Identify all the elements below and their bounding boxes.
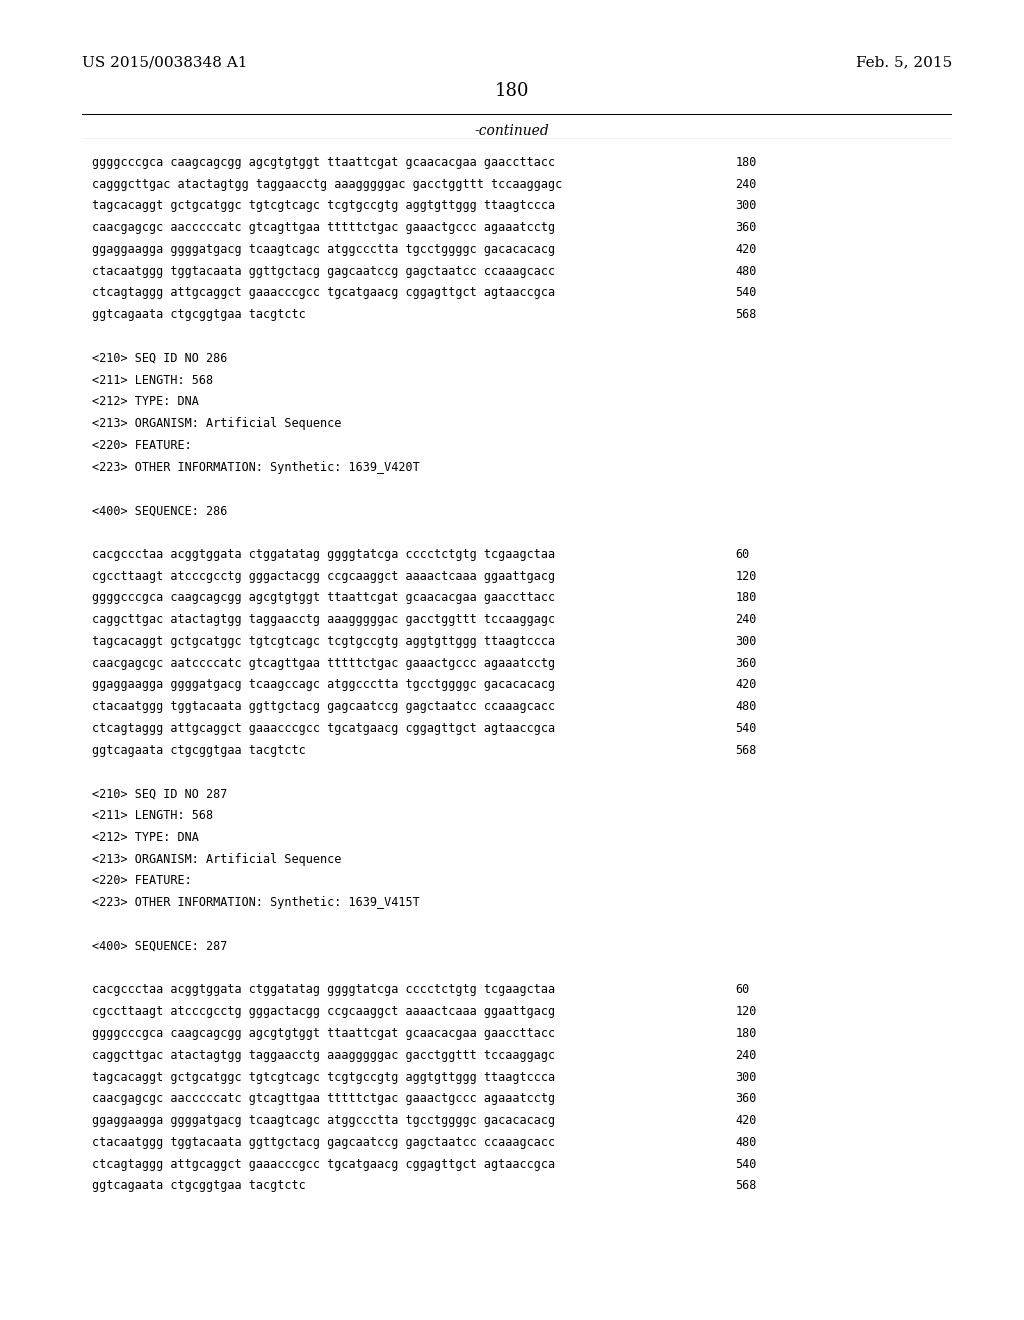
Text: ggggcccgca caagcagcgg agcgtgtggt ttaattcgat gcaacacgaa gaaccttacc: ggggcccgca caagcagcgg agcgtgtggt ttaattc… [92,1027,555,1040]
Text: caacgagcgc aacccccatc gtcagttgaa tttttctgac gaaactgccc agaaatcctg: caacgagcgc aacccccatc gtcagttgaa tttttct… [92,1092,555,1105]
Text: 360: 360 [735,220,757,234]
Text: US 2015/0038348 A1: US 2015/0038348 A1 [82,55,248,70]
Text: <223> OTHER INFORMATION: Synthetic: 1639_V420T: <223> OTHER INFORMATION: Synthetic: 1639… [92,461,420,474]
Text: <220> FEATURE:: <220> FEATURE: [92,438,191,451]
Text: 568: 568 [735,743,757,756]
Text: ctcagtaggg attgcaggct gaaacccgcc tgcatgaacg cggagttgct agtaaccgca: ctcagtaggg attgcaggct gaaacccgcc tgcatga… [92,722,555,735]
Text: ggaggaagga ggggatgacg tcaagccagc atggccctta tgcctggggc gacacacacg: ggaggaagga ggggatgacg tcaagccagc atggccc… [92,678,555,692]
Text: 360: 360 [735,1092,757,1105]
Text: ggaggaagga ggggatgacg tcaagtcagc atggccctta tgcctggggc gacacacacg: ggaggaagga ggggatgacg tcaagtcagc atggccc… [92,1114,555,1127]
Text: <211> LENGTH: 568: <211> LENGTH: 568 [92,809,213,822]
Text: 120: 120 [735,569,757,582]
Text: 300: 300 [735,1071,757,1084]
Text: 420: 420 [735,243,757,256]
Text: ggtcagaata ctgcggtgaa tacgtctc: ggtcagaata ctgcggtgaa tacgtctc [92,308,306,321]
Text: 480: 480 [735,264,757,277]
Text: cgccttaagt atcccgcctg gggactacgg ccgcaaggct aaaactcaaa ggaattgacg: cgccttaagt atcccgcctg gggactacgg ccgcaag… [92,1005,555,1018]
Text: <213> ORGANISM: Artificial Sequence: <213> ORGANISM: Artificial Sequence [92,853,342,866]
Text: <210> SEQ ID NO 287: <210> SEQ ID NO 287 [92,787,227,800]
Text: caggcttgac atactagtgg taggaacctg aaagggggac gacctggttt tccaaggagc: caggcttgac atactagtgg taggaacctg aaagggg… [92,1048,555,1061]
Text: <223> OTHER INFORMATION: Synthetic: 1639_V415T: <223> OTHER INFORMATION: Synthetic: 1639… [92,896,420,909]
Text: 240: 240 [735,1048,757,1061]
Text: tagcacaggt gctgcatggc tgtcgtcagc tcgtgccgtg aggtgttggg ttaagtccca: tagcacaggt gctgcatggc tgtcgtcagc tcgtgcc… [92,199,555,213]
Text: cacgccctaa acggtggata ctggatatag ggggtatcga cccctctgtg tcgaagctaa: cacgccctaa acggtggata ctggatatag ggggtat… [92,983,555,997]
Text: <211> LENGTH: 568: <211> LENGTH: 568 [92,374,213,387]
Text: ggaggaagga ggggatgacg tcaagtcagc atggccctta tgcctggggc gacacacacg: ggaggaagga ggggatgacg tcaagtcagc atggccc… [92,243,555,256]
Text: 180: 180 [735,591,757,605]
Text: ctcagtaggg attgcaggct gaaacccgcc tgcatgaacg cggagttgct agtaaccgca: ctcagtaggg attgcaggct gaaacccgcc tgcatga… [92,286,555,300]
Text: ctacaatggg tggtacaata ggttgctacg gagcaatccg gagctaatcc ccaaagcacc: ctacaatggg tggtacaata ggttgctacg gagcaat… [92,264,555,277]
Text: <212> TYPE: DNA: <212> TYPE: DNA [92,830,199,843]
Text: -continued: -continued [475,124,549,139]
Text: tagcacaggt gctgcatggc tgtcgtcagc tcgtgccgtg aggtgttggg ttaagtccca: tagcacaggt gctgcatggc tgtcgtcagc tcgtgcc… [92,1071,555,1084]
Text: 540: 540 [735,722,757,735]
Text: 240: 240 [735,612,757,626]
Text: caacgagcgc aacccccatc gtcagttgaa tttttctgac gaaactgccc agaaatcctg: caacgagcgc aacccccatc gtcagttgaa tttttct… [92,220,555,234]
Text: ggtcagaata ctgcggtgaa tacgtctc: ggtcagaata ctgcggtgaa tacgtctc [92,743,306,756]
Text: 480: 480 [735,700,757,713]
Text: 120: 120 [735,1005,757,1018]
Text: 60: 60 [735,983,750,997]
Text: ctacaatggg tggtacaata ggttgctacg gagcaatccg gagctaatcc ccaaagcacc: ctacaatggg tggtacaata ggttgctacg gagcaat… [92,1135,555,1148]
Text: cagggcttgac atactagtgg taggaacctg aaagggggac gacctggttt tccaaggagc: cagggcttgac atactagtgg taggaacctg aaaggg… [92,177,562,190]
Text: 180: 180 [735,1027,757,1040]
Text: 360: 360 [735,656,757,669]
Text: <220> FEATURE:: <220> FEATURE: [92,874,191,887]
Text: 540: 540 [735,1158,757,1171]
Text: 568: 568 [735,308,757,321]
Text: <400> SEQUENCE: 287: <400> SEQUENCE: 287 [92,940,227,953]
Text: 420: 420 [735,1114,757,1127]
Text: 540: 540 [735,286,757,300]
Text: caacgagcgc aatccccatc gtcagttgaa tttttctgac gaaactgccc agaaatcctg: caacgagcgc aatccccatc gtcagttgaa tttttct… [92,656,555,669]
Text: 180: 180 [735,156,757,169]
Text: 180: 180 [495,82,529,100]
Text: tagcacaggt gctgcatggc tgtcgtcagc tcgtgccgtg aggtgttggg ttaagtccca: tagcacaggt gctgcatggc tgtcgtcagc tcgtgcc… [92,635,555,648]
Text: <212> TYPE: DNA: <212> TYPE: DNA [92,395,199,408]
Text: ggggcccgca caagcagcgg agcgtgtggt ttaattcgat gcaacacgaa gaaccttacc: ggggcccgca caagcagcgg agcgtgtggt ttaattc… [92,156,555,169]
Text: cacgccctaa acggtggata ctggatatag ggggtatcga cccctctgtg tcgaagctaa: cacgccctaa acggtggata ctggatatag ggggtat… [92,548,555,561]
Text: 420: 420 [735,678,757,692]
Text: 568: 568 [735,1179,757,1192]
Text: Feb. 5, 2015: Feb. 5, 2015 [856,55,952,70]
Text: caggcttgac atactagtgg taggaacctg aaagggggac gacctggttt tccaaggagc: caggcttgac atactagtgg taggaacctg aaagggg… [92,612,555,626]
Text: ggtcagaata ctgcggtgaa tacgtctc: ggtcagaata ctgcggtgaa tacgtctc [92,1179,306,1192]
Text: 60: 60 [735,548,750,561]
Text: ggggcccgca caagcagcgg agcgtgtggt ttaattcgat gcaacacgaa gaaccttacc: ggggcccgca caagcagcgg agcgtgtggt ttaattc… [92,591,555,605]
Text: <213> ORGANISM: Artificial Sequence: <213> ORGANISM: Artificial Sequence [92,417,342,430]
Text: <210> SEQ ID NO 286: <210> SEQ ID NO 286 [92,351,227,364]
Text: 300: 300 [735,199,757,213]
Text: 240: 240 [735,177,757,190]
Text: 300: 300 [735,635,757,648]
Text: ctacaatggg tggtacaata ggttgctacg gagcaatccg gagctaatcc ccaaagcacc: ctacaatggg tggtacaata ggttgctacg gagcaat… [92,700,555,713]
Text: <400> SEQUENCE: 286: <400> SEQUENCE: 286 [92,504,227,517]
Text: ctcagtaggg attgcaggct gaaacccgcc tgcatgaacg cggagttgct agtaaccgca: ctcagtaggg attgcaggct gaaacccgcc tgcatga… [92,1158,555,1171]
Text: 480: 480 [735,1135,757,1148]
Text: cgccttaagt atcccgcctg gggactacgg ccgcaaggct aaaactcaaa ggaattgacg: cgccttaagt atcccgcctg gggactacgg ccgcaag… [92,569,555,582]
